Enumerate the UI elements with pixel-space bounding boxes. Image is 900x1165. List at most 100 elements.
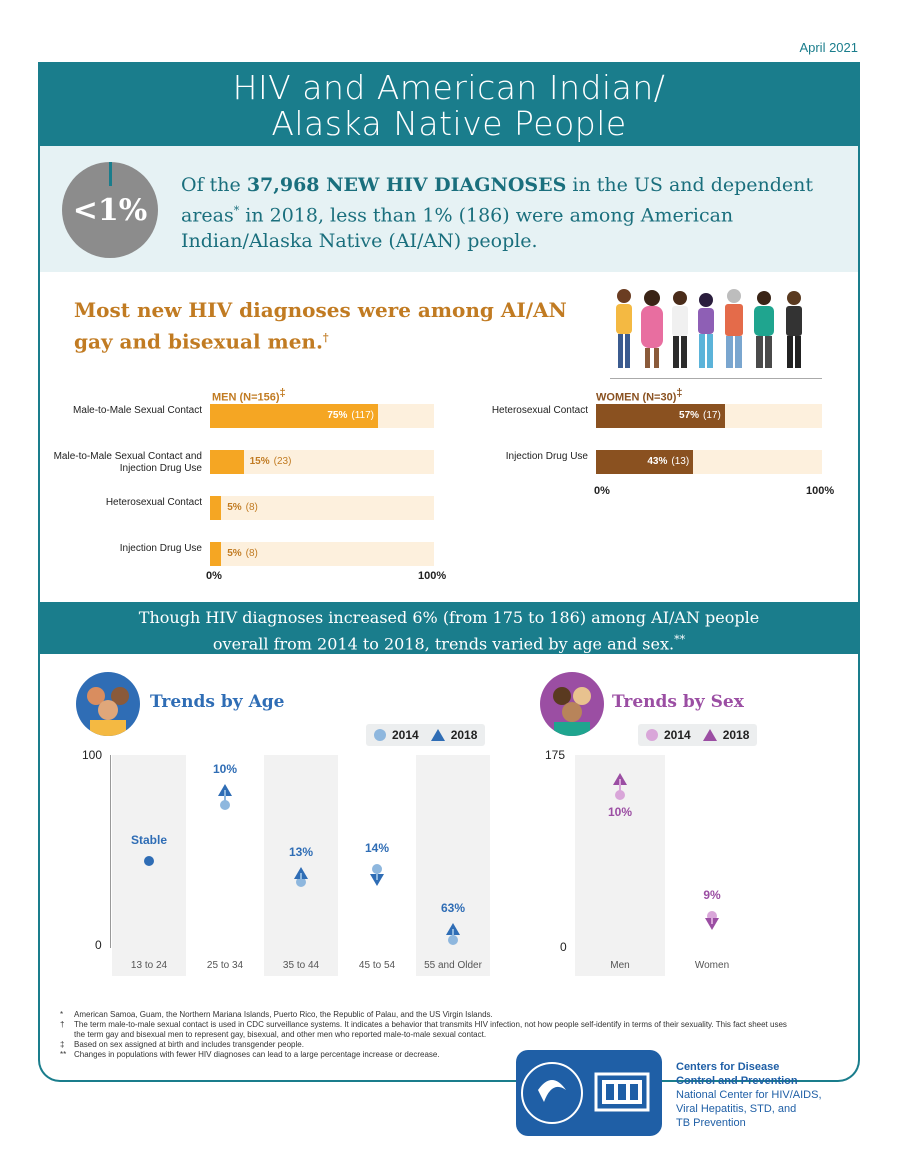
publication-date: April 2021 <box>799 40 858 55</box>
bar-category-label: Heterosexual Contact <box>105 497 202 508</box>
trend-stem <box>711 916 713 924</box>
point-2014 <box>144 856 154 867</box>
hhs-cdc-logo <box>516 1050 662 1136</box>
bar-track: 43% (13) <box>596 450 822 474</box>
lead-statement: Of the 37,968 NEW HIV DIAGNOSES in the U… <box>181 172 831 254</box>
category-label: 55 and Older <box>424 960 482 971</box>
lead-text-strong: 37,968 NEW HIV DIAGNOSES <box>246 174 567 196</box>
footnote: ** Changes in populations with fewer HIV … <box>60 1050 800 1060</box>
change-label: Stable <box>130 833 167 848</box>
change-label: 13% <box>288 844 314 859</box>
title-line-2: Alaska Native People <box>271 104 627 143</box>
men-heading-text: MEN (N=156) <box>212 391 280 404</box>
bar-percent: 5% <box>227 548 242 559</box>
person-figure-4 <box>698 293 714 368</box>
bar-category-label: Injection Drug Use <box>505 451 588 462</box>
footnote-mark: * <box>60 1010 64 1019</box>
bar-value-label: 5% (8) <box>227 548 258 559</box>
page-title: HIV and American Indian/ Alaska Native P… <box>38 62 860 146</box>
women-heading-text: WOMEN (N=30) <box>596 391 677 404</box>
people-illustration <box>616 289 802 368</box>
age-y-max: 100 <box>82 748 103 762</box>
bar-category-label: Heterosexual Contact <box>491 405 588 416</box>
y-axis-line <box>110 755 111 948</box>
change-label: 14% <box>364 840 390 855</box>
age-group-avatar-icon <box>76 672 140 736</box>
footnote-text: The term male-to-male sexual contact is … <box>74 1020 787 1039</box>
bar-fill <box>210 542 222 566</box>
trend-stem <box>619 779 621 795</box>
bar-value-label: 57% (17) <box>679 410 721 421</box>
category-label: 25 to 34 <box>206 960 244 971</box>
point-2014 <box>220 800 230 811</box>
person-figure-6 <box>754 291 774 368</box>
footnote-text: Based on sex assigned at birth and inclu… <box>74 1040 304 1049</box>
sex-group-avatar-icon <box>540 672 604 736</box>
page-frame <box>38 62 860 1082</box>
bar-count: (8) <box>245 502 258 513</box>
bar-track: 75% (117) <box>210 404 434 428</box>
sex-trend-title: Trends by Sex <box>612 692 744 712</box>
footnote-text: Changes in populations with fewer HIV di… <box>74 1050 440 1059</box>
category-label: 35 to 44 <box>282 960 320 971</box>
person-figure-7 <box>786 291 802 368</box>
trend-stem <box>300 872 302 883</box>
bar-count: (17) <box>703 410 721 421</box>
trend-stem <box>452 928 454 941</box>
bar-track: 5% (8) <box>210 542 434 566</box>
trend-stem <box>224 789 226 806</box>
men-heading-mark: ‡ <box>279 387 286 399</box>
banner-line-1: Though HIV diagnoses increased 6% (from … <box>138 608 760 627</box>
lead-text-mid: in the US and dependent areas <box>181 174 814 227</box>
lead-panel <box>40 146 858 272</box>
bar-track: 15% (23) <box>210 450 434 474</box>
divider-line <box>610 378 822 379</box>
women-axis-min: 0% <box>594 485 610 497</box>
lead-footnote-mark: * <box>233 204 240 217</box>
trend-stem <box>376 868 378 881</box>
section1-title: Most new HIV diagnoses were among AI/AN … <box>74 297 594 356</box>
bar-percent: 15% <box>249 456 270 467</box>
sex-y-max: 175 <box>545 748 566 762</box>
point-2014 <box>448 935 458 946</box>
lead-text-pre: Of the <box>181 174 247 196</box>
person-figure-5 <box>725 289 743 368</box>
title-line-1: HIV and American Indian/ <box>232 68 666 107</box>
bar-category-label: Injection Drug Use <box>119 543 202 554</box>
category-label: 45 to 54 <box>358 960 396 971</box>
section1-title-mark: † <box>322 331 329 344</box>
men-axis-min: 0% <box>206 570 222 582</box>
change-label: 63% <box>440 900 466 915</box>
bar-category-label: Male-to-Male Sexual Contact and Injectio… <box>53 451 202 474</box>
legend-2018-triangle-icon <box>702 729 717 741</box>
footnote-mark: ** <box>60 1050 67 1059</box>
footnote: * American Samoa, Guam, the Northern Mari… <box>60 1010 800 1020</box>
bar-percent: 5% <box>227 502 242 513</box>
age-legend: 2014 2018 <box>366 724 486 746</box>
footnote: † The term male-to-male sexual contact is… <box>60 1020 800 1040</box>
section1-title-text: Most new HIV diagnoses were among AI/AN … <box>74 298 567 354</box>
agency-name-1: Centers for Disease <box>676 1061 780 1073</box>
sex-y-min: 0 <box>560 940 567 954</box>
person-figure-3 <box>672 291 688 368</box>
bar-category-label: Male-to-Male Sexual Contact <box>73 405 202 416</box>
point-2018-arrow <box>705 917 719 930</box>
bar-percent: 43% <box>647 456 668 467</box>
bar-value-label: 43% (13) <box>647 456 689 467</box>
age-y-min: 0 <box>95 938 102 952</box>
bar-fill <box>210 496 222 520</box>
footnote-mark: † <box>60 1020 65 1029</box>
change-label: 10% <box>607 804 633 819</box>
sex-legend: 2014 2018 <box>638 724 758 746</box>
legend-2018-triangle-icon <box>430 729 445 741</box>
change-label: 10% <box>212 761 238 776</box>
bar-track: 57% (17) <box>596 404 822 428</box>
women-heading-mark: ‡ <box>676 387 683 399</box>
pie-slice <box>109 162 112 186</box>
footnote-mark: ‡ <box>60 1040 65 1049</box>
change-label: 9% <box>703 888 721 903</box>
bar-fill <box>596 450 694 474</box>
point-2014 <box>296 877 306 888</box>
bar-count: (13) <box>671 456 690 467</box>
banner-line-2-wrap: overall from 2014 to 2018, trends varied… <box>40 629 858 655</box>
